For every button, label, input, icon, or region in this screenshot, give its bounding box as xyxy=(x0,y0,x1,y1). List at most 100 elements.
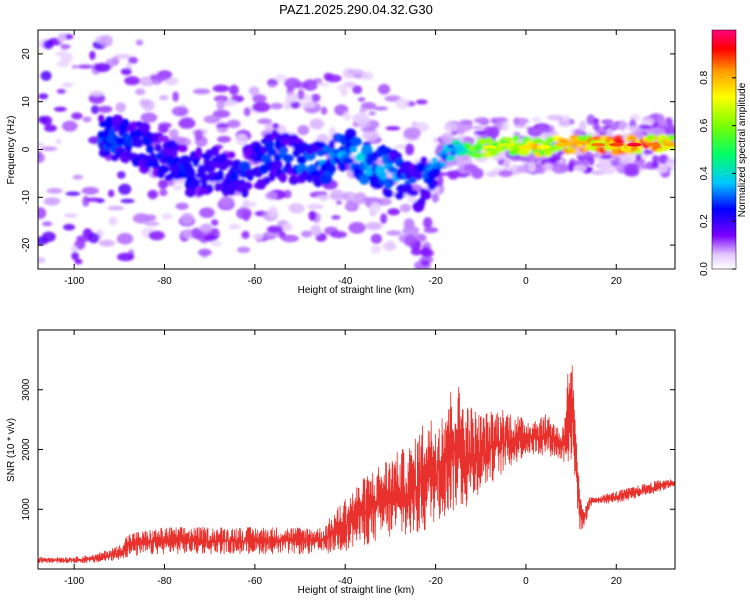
spectrogram-noise-blob xyxy=(191,227,203,239)
spectrogram-noise-blob xyxy=(472,125,484,130)
spectrogram-ridge-cell xyxy=(380,147,392,155)
spectrogram-noise-blob xyxy=(410,248,423,256)
spectrogram-noise-blob xyxy=(284,77,301,89)
spectrogram-ridge-cell xyxy=(518,151,530,157)
spectrogram-noise-blob xyxy=(387,208,401,216)
spectrogram-noise-blob xyxy=(241,230,250,239)
spectrogram-noise-blob xyxy=(65,191,81,196)
spectrogram-noise-blob xyxy=(380,213,388,225)
spectrogram-noise-blob xyxy=(118,183,132,195)
spectrogram-ridge-cell xyxy=(532,137,544,144)
snr-y-tick-label: 3000 xyxy=(21,378,32,401)
spectrogram-noise-blob xyxy=(235,133,248,146)
spectrogram-ridge-cell xyxy=(186,167,196,180)
spectrogram-ridge-cell xyxy=(420,156,428,165)
spectrogram-noise-blob xyxy=(403,127,421,140)
spectrogram-ridge-cell xyxy=(104,116,114,129)
spectrogram-noise-blob xyxy=(63,213,78,218)
spectrogram-noise-blob xyxy=(44,124,57,132)
spectrogram-noise-blob xyxy=(266,225,284,233)
spectrogram-x-tick-label: -60 xyxy=(248,276,263,287)
spectrogram-noise-blob xyxy=(229,84,239,96)
spectrogram-ridge-cell xyxy=(431,179,439,189)
snr-series-line xyxy=(38,364,675,564)
spectrogram-noise-blob xyxy=(93,62,111,73)
spectrogram-ridge-cell xyxy=(98,114,105,123)
spectrogram-y-tick-label: 0 xyxy=(21,146,32,152)
spectrogram-noise-blob xyxy=(267,83,277,88)
spectrogram-noise-blob xyxy=(212,84,230,93)
spectrogram-noise-blob xyxy=(82,195,90,207)
spectrogram-noise-blob xyxy=(257,118,273,125)
spectrogram-noise-blob xyxy=(178,118,196,129)
spectrogram-noise-blob xyxy=(74,258,83,265)
spectrogram-noise-blob xyxy=(132,213,150,224)
spectrogram-noise-blob xyxy=(360,102,377,110)
snr-x-tick-label: 20 xyxy=(611,576,623,587)
spectrogram-ridge-cell xyxy=(656,148,663,153)
spectrogram-ridge-cell xyxy=(154,144,162,152)
spectrogram-noise-blob xyxy=(346,199,355,209)
spectrogram-noise-blob xyxy=(58,32,66,43)
spectrogram-noise-blob xyxy=(158,122,172,129)
spectrogram-noise-blob xyxy=(309,118,325,130)
spectrogram-ridge-cell xyxy=(135,139,143,148)
spectrogram-peak xyxy=(663,142,675,147)
spectrogram-noise-blob xyxy=(282,222,293,232)
spectrogram-ridge-cell xyxy=(111,114,124,126)
spectrogram-ridge-cell xyxy=(339,162,346,172)
spectrogram-y-label: Frequency (Hz) xyxy=(6,116,17,185)
spectrogram-noise-blob xyxy=(40,146,58,152)
spectrogram-noise-blob xyxy=(55,51,65,57)
spectrogram-noise-blob xyxy=(551,162,568,174)
snr-x-tick-label: -80 xyxy=(157,576,172,587)
spectrogram-noise-blob xyxy=(210,240,222,247)
spectrogram-peak xyxy=(591,142,606,147)
spectrogram-noise-blob xyxy=(63,223,76,231)
spectrogram-ridge-cell xyxy=(361,172,368,181)
spectrogram-noise-blob xyxy=(107,205,125,211)
spectrogram-noise-blob xyxy=(359,107,367,113)
snr-y-tick-label: 1000 xyxy=(21,498,32,521)
spectrogram-noise-blob xyxy=(268,206,278,218)
spectrogram-noise-blob xyxy=(373,106,389,111)
spectrogram-noise-blob xyxy=(216,98,225,111)
spectrogram-marks xyxy=(38,32,675,269)
snr-x-tick-label: -100 xyxy=(64,576,84,587)
spectrogram-noise-blob xyxy=(308,210,317,221)
spectrogram-noise-blob xyxy=(635,152,642,161)
spectrogram-ridge-cell xyxy=(309,169,322,177)
spectrogram-noise-blob xyxy=(237,246,251,253)
spectrogram-ridge-cell xyxy=(115,137,126,146)
spectrogram-noise-blob xyxy=(270,102,283,110)
spectrogram-peak xyxy=(500,142,515,147)
spectrogram-noise-blob xyxy=(362,197,373,202)
spectrogram-noise-blob xyxy=(370,233,382,244)
spectrogram-ridge-cell xyxy=(296,155,307,164)
snr-x-tick-label: -40 xyxy=(338,576,353,587)
spectrogram-ridge-cell xyxy=(384,189,394,198)
spectrogram-ridge-cell xyxy=(157,164,170,174)
spectrogram-noise-blob xyxy=(310,224,322,237)
spectrogram-noise-blob xyxy=(527,161,536,173)
spectrogram-noise-blob xyxy=(546,114,565,121)
spectrogram-noise-blob xyxy=(108,216,118,226)
spectrogram-noise-blob xyxy=(361,71,373,81)
spectrogram-noise-blob xyxy=(503,158,511,169)
spectrogram-noise-blob xyxy=(386,230,402,236)
spectrogram-noise-blob xyxy=(70,245,78,253)
spectrogram-noise-blob xyxy=(265,191,278,200)
colorbar-tick-label: 0.0 xyxy=(699,262,710,276)
spectrogram-noise-blob xyxy=(285,92,299,103)
spectrogram-noise-blob xyxy=(354,192,367,205)
spectrogram-noise-blob xyxy=(214,95,229,102)
spectrogram-y-tick-label: -10 xyxy=(21,190,32,205)
spectrogram-noise-blob xyxy=(341,191,358,202)
spectrogram-ridge-cell xyxy=(262,176,271,185)
spectrogram-noise-blob xyxy=(72,174,84,180)
spectrogram-noise-blob xyxy=(164,77,179,86)
spectrogram-noise-blob xyxy=(532,116,542,123)
spectrogram-noise-blob xyxy=(40,70,52,81)
